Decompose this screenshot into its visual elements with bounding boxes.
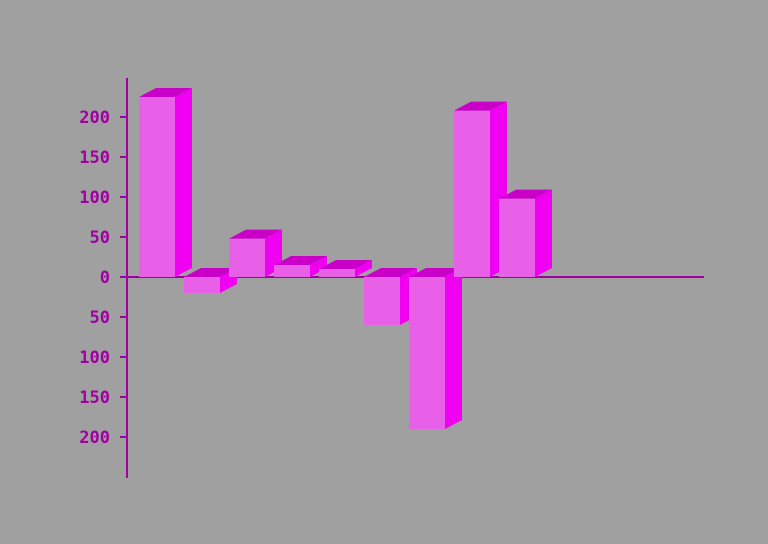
bar-top-face (229, 229, 282, 239)
bar-front-face (409, 277, 445, 429)
y-tick-label: 150 (79, 148, 110, 168)
bar-front-face (454, 110, 490, 277)
y-tick-label: 200 (79, 428, 110, 448)
y-tick-label: 200 (79, 108, 110, 128)
bar-top-face (319, 260, 372, 269)
y-tick-label: 150 (79, 388, 110, 408)
bar-front-face (229, 238, 265, 277)
bar-top-face (454, 101, 507, 111)
bar-side-face (535, 189, 552, 277)
y-tick-label: 50 (90, 228, 110, 248)
y-tick-label: 0 (100, 268, 110, 288)
bar-front-face (274, 265, 310, 277)
y-tick-label: 100 (79, 188, 110, 208)
bar-side-face (355, 260, 372, 277)
bar-top-face (409, 268, 462, 277)
y-tick-label: 50 (90, 308, 110, 328)
bar-front-face (319, 269, 355, 277)
bar (139, 88, 192, 277)
bar (319, 260, 372, 277)
bar-top-face (184, 268, 237, 277)
bar-front-face (184, 277, 220, 293)
chart-bars (139, 88, 552, 429)
y-axis-ticks: 200 150 100 50 0 50 100 150 200 (79, 108, 127, 448)
bar-side-face (175, 88, 192, 277)
bar-side-face (310, 256, 327, 277)
bar-side-face (445, 268, 462, 429)
bar-front-face (499, 198, 535, 277)
bar-front-face (139, 97, 175, 277)
bar-top-face (139, 88, 192, 97)
bar-top-face (274, 256, 327, 265)
bar-front-face (364, 277, 400, 325)
bar (409, 268, 462, 429)
bar-top-face (499, 189, 552, 199)
y-tick-label: 100 (79, 348, 110, 368)
bar (274, 256, 327, 277)
bar (499, 189, 552, 277)
bar-top-face (364, 268, 417, 277)
